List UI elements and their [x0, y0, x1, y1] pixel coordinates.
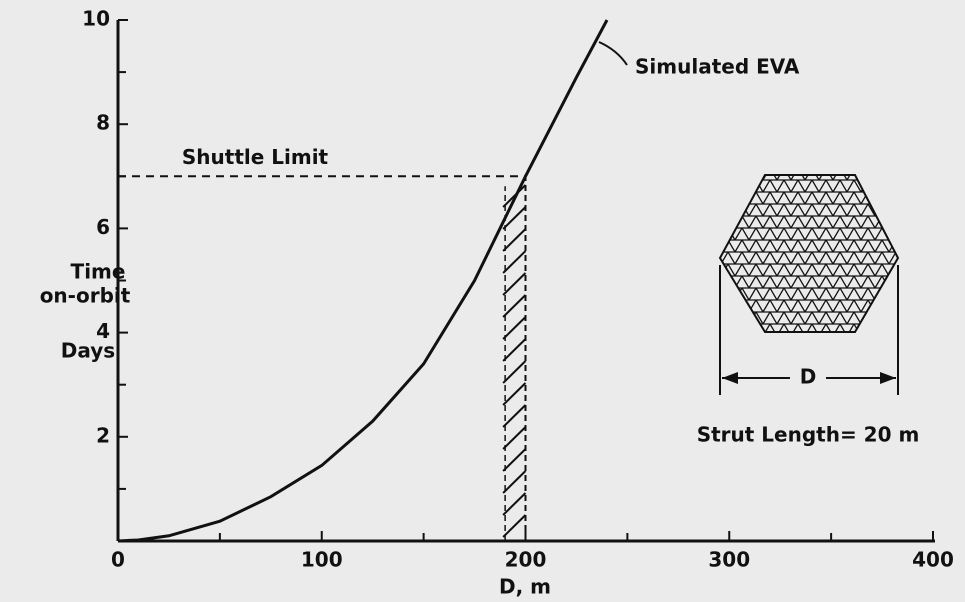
series-line [117, 19, 609, 543]
y-axis-label: Time [71, 260, 126, 284]
y-tick-label: 2 [96, 423, 110, 447]
y-tick-label: 6 [96, 215, 110, 239]
shuttle-limit-label: Shuttle Limit [182, 145, 329, 169]
hatch [502, 250, 527, 274]
x-tick-label: 100 [301, 548, 343, 572]
hatch [502, 514, 527, 538]
hatch [502, 228, 527, 252]
hatch [502, 470, 527, 494]
dimension-label: D [800, 365, 817, 389]
hatch [502, 448, 527, 472]
hatch [502, 294, 527, 318]
y-axis-label: Days [61, 339, 115, 363]
hatch [502, 316, 527, 340]
strut-caption: Strut Length= 20 m [697, 423, 920, 447]
x-tick-label: 0 [111, 548, 125, 572]
truss-inset [718, 174, 900, 395]
hatch [502, 426, 527, 450]
x-axis-label: D, m [499, 575, 551, 599]
hatch [502, 338, 527, 362]
x-tick-label: 400 [912, 548, 954, 572]
y-tick-label: 10 [82, 7, 110, 31]
y-tick-label: 8 [96, 111, 110, 135]
series-leader [598, 41, 628, 66]
y-tick-label: 4 [96, 319, 110, 343]
hatch [502, 360, 527, 384]
y-axis-label: on-orbit [40, 284, 131, 308]
x-tick-label: 300 [708, 548, 750, 572]
hatch [502, 382, 527, 406]
x-tick-label: 200 [505, 548, 547, 572]
hatch [502, 206, 527, 230]
hatch [502, 492, 527, 516]
series-label: Simulated EVA [635, 55, 800, 79]
hatch [502, 404, 527, 428]
hatch [502, 272, 527, 296]
